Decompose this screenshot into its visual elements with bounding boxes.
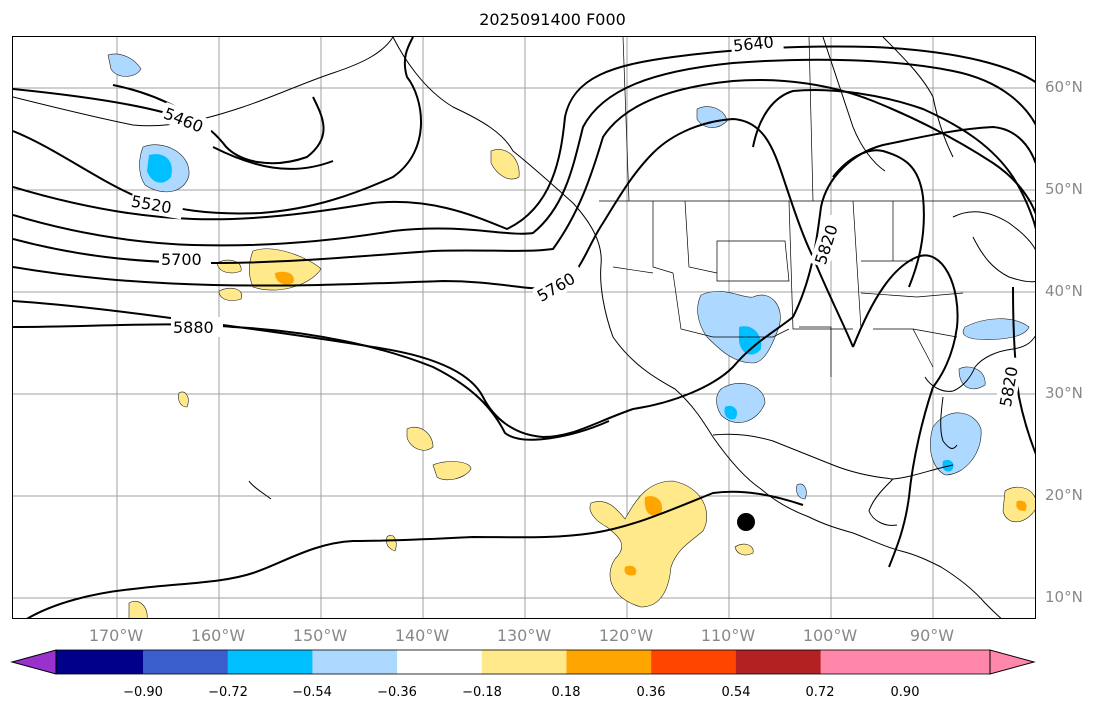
lon-label-140w: 140°W: [394, 626, 450, 645]
contour-label-5760: 5760: [534, 269, 579, 306]
lat-label-30n: 30°N: [1045, 384, 1083, 402]
coastlines: [13, 37, 1035, 618]
colorbar-frame: [55, 649, 991, 675]
lon-label-120w: 120°W: [598, 626, 654, 645]
colorbar-segment: [312, 650, 398, 674]
colorbar-tick-label: 0.18: [551, 685, 581, 700]
contour-label-5460: 5460: [161, 104, 206, 137]
contour-label-5880: 5880: [173, 318, 214, 337]
lat-label-10n: 10°N: [1045, 588, 1083, 606]
colorbar-segment: [56, 650, 144, 674]
map-panel: 5460 5520 5640 5700 5760 5820 5880 5820: [12, 36, 1036, 619]
colorbar-segment: [651, 650, 737, 674]
lat-label-20n: 20°N: [1045, 486, 1083, 504]
colorbar-segment: [735, 650, 822, 674]
colorbar-segment: [566, 650, 652, 674]
colorbar-tick-label: 0.54: [721, 685, 751, 700]
contour-label-5700: 5700: [161, 250, 202, 269]
colorbar-segment: [481, 650, 567, 674]
contour-label-5820-east: 5820: [996, 365, 1022, 408]
colorbar-tick-label: −0.18: [462, 685, 502, 700]
storm-center-marker: [737, 513, 755, 531]
colorbar-tick-label: −0.90: [123, 685, 163, 700]
lat-label-50n: 50°N: [1045, 180, 1083, 198]
colorbar-segment: [143, 650, 229, 674]
contour-label-5820-north: 5820: [811, 222, 842, 267]
map-canvas: 5460 5520 5640 5700 5760 5820 5880 5820: [13, 37, 1035, 618]
lon-label-130w: 130°W: [496, 626, 552, 645]
colorbar-tick-label: −0.36: [377, 685, 417, 700]
lat-label-60n: 60°N: [1045, 78, 1083, 96]
lon-label-160w: 160°W: [190, 626, 246, 645]
colorbar-tick-label: −0.54: [292, 685, 332, 700]
lat-label-40n: 40°N: [1045, 282, 1083, 300]
colorbar-segment: [820, 650, 990, 674]
lon-label-90w: 90°W: [909, 626, 955, 645]
lon-label-110w: 110°W: [700, 626, 756, 645]
map-title: 2025091400 F000: [479, 10, 626, 29]
colorbar: [10, 649, 1036, 675]
lon-label-100w: 100°W: [802, 626, 858, 645]
lon-label-150w: 150°W: [292, 626, 348, 645]
colorbar-tick-label: 0.72: [805, 685, 835, 700]
colorbar-segment: [227, 650, 313, 674]
height-contours: [13, 37, 1035, 618]
colorbar-tick-label: −0.72: [208, 685, 248, 700]
anomaly-fills: [107, 53, 1035, 618]
colorbar-tick-label: 0.36: [636, 685, 666, 700]
contour-label-5640: 5640: [732, 37, 774, 55]
graticule: [13, 37, 1035, 618]
colorbar-tick-label: 0.90: [890, 685, 920, 700]
lon-label-170w: 170°W: [88, 626, 144, 645]
colorbar-min-arrow: [10, 649, 57, 675]
colorbar-segment: [397, 650, 483, 674]
colorbar-max-arrow: [989, 649, 1036, 675]
